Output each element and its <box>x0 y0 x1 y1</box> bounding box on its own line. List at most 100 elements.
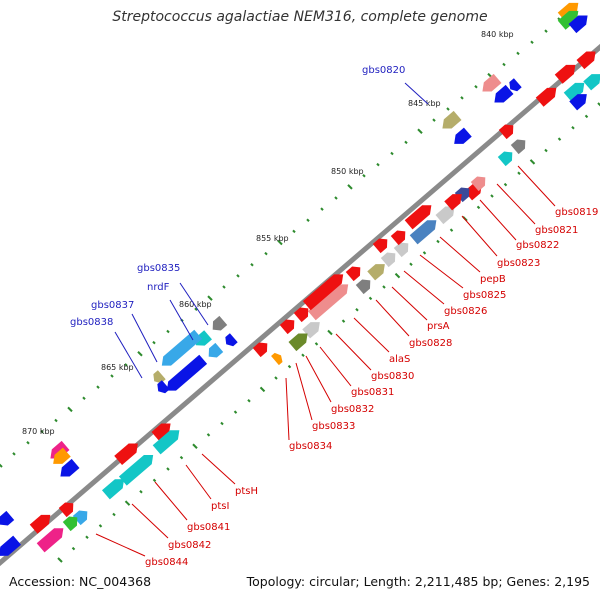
ruler-tick <box>82 396 86 400</box>
ruler-tick <box>220 421 224 426</box>
reverse-gene-label: gbs0831 <box>351 387 394 398</box>
gene-leader-line <box>185 464 212 500</box>
cds-feature <box>494 84 514 103</box>
ruler-tick <box>139 490 143 494</box>
ruler-tick <box>382 285 386 289</box>
ruler-tick <box>347 184 353 190</box>
cds-feature <box>568 15 588 34</box>
cds-feature <box>510 139 526 155</box>
gene-leader-line <box>319 346 352 387</box>
reverse-gene-label: gbs0833 <box>312 421 355 432</box>
ruler-tick <box>166 329 170 334</box>
reverse-gene-label: gbs0832 <box>331 404 374 415</box>
reverse-gene-label: gbs0834 <box>289 441 332 452</box>
cds-feature <box>509 78 522 92</box>
ruler-tick <box>67 406 73 413</box>
ruler-tick <box>544 29 548 33</box>
cds-feature <box>288 333 308 352</box>
ruler-tick <box>98 524 103 528</box>
cds-feature <box>293 307 309 323</box>
ruler-tick <box>110 374 114 378</box>
cds-feature <box>0 535 22 556</box>
gene-leader-line <box>305 355 332 403</box>
cds-feature <box>345 266 361 282</box>
ruler-tick <box>355 308 359 312</box>
ruler-tick <box>306 218 310 222</box>
ruler-ticks <box>0 17 600 563</box>
cds-feature <box>470 176 486 192</box>
cds-feature <box>62 516 78 532</box>
cds-feature <box>58 502 74 518</box>
ruler-tick <box>287 364 292 369</box>
ruler-tick <box>529 159 536 165</box>
ruler-tick <box>490 194 494 198</box>
cds-feature <box>36 528 64 553</box>
cds-feature <box>390 230 406 246</box>
reverse-gene-label: gbs0822 <box>516 240 559 251</box>
ruler-tick <box>446 107 450 111</box>
reverse-gene-label: gbs0823 <box>497 258 540 269</box>
ruler-tick <box>422 251 427 255</box>
cds-feature <box>482 73 502 92</box>
ruler-label: 860 kbp <box>179 300 212 309</box>
cds-feature <box>355 279 371 295</box>
ruler-tick <box>409 262 413 266</box>
cds-feature <box>271 352 283 366</box>
gene-leader-line <box>179 282 209 326</box>
ruler-tick <box>503 182 508 187</box>
ruler-tick <box>222 285 226 289</box>
cds-feature <box>302 274 344 311</box>
ruler-tick <box>502 62 506 67</box>
gene-leader-line <box>295 362 313 421</box>
cds-feature <box>195 330 212 346</box>
gene-leader-line <box>131 313 158 363</box>
feature-track <box>0 2 600 556</box>
cds-feature <box>114 443 138 466</box>
ruler-tick <box>274 376 278 380</box>
cds-feature <box>554 64 576 84</box>
ruler-tick <box>207 295 213 301</box>
forward-gene-label: gbs0837 <box>91 300 134 311</box>
gene-leader-line <box>517 165 556 207</box>
ruler-tick <box>57 557 63 563</box>
cds-feature <box>208 342 224 358</box>
cds-feature <box>454 127 472 144</box>
genome-summary: Topology: circular; Length: 2,211,485 bp… <box>246 574 590 589</box>
ruler-tick <box>571 126 575 130</box>
cds-feature <box>166 354 208 391</box>
ruler-tick <box>152 478 157 483</box>
ruler-tick <box>584 114 589 119</box>
cds-feature <box>53 447 71 464</box>
ruler-tick <box>264 251 268 256</box>
ruler-tick <box>277 239 283 246</box>
ruler-label: 840 kbp <box>481 30 514 39</box>
ruler-tick <box>137 351 143 357</box>
ruler-tick <box>71 546 76 551</box>
cds-feature <box>454 187 470 203</box>
ruler-label: 855 kbp <box>256 234 289 243</box>
cds-feature <box>563 82 585 102</box>
cds-feature <box>498 124 514 140</box>
reverse-gene-label: alaS <box>389 354 410 365</box>
cds-feature <box>307 284 349 321</box>
reverse-gene-label: gbs0830 <box>371 371 414 382</box>
ruler-tick <box>250 263 254 267</box>
gene-leader-line <box>403 270 445 305</box>
ruler-tick <box>474 85 478 89</box>
ruler-tick <box>334 196 338 200</box>
cds-feature <box>151 423 171 442</box>
ruler-tick <box>449 228 454 232</box>
ruler-tick <box>206 433 211 437</box>
ruler-label: 870 kbp <box>22 427 55 436</box>
ruler-tick <box>476 205 481 210</box>
cds-feature <box>29 514 51 534</box>
accession-text: Accession: NC_004368 <box>9 574 152 589</box>
ruler-tick <box>544 148 548 153</box>
reverse-gene-label: gbs0828 <box>409 338 452 349</box>
ruler-tick <box>376 162 380 167</box>
ruler-tick <box>179 455 184 460</box>
gene-leader-line <box>114 331 143 379</box>
reverse-gene-label: gbs0844 <box>145 557 188 568</box>
cds-feature <box>118 454 154 486</box>
